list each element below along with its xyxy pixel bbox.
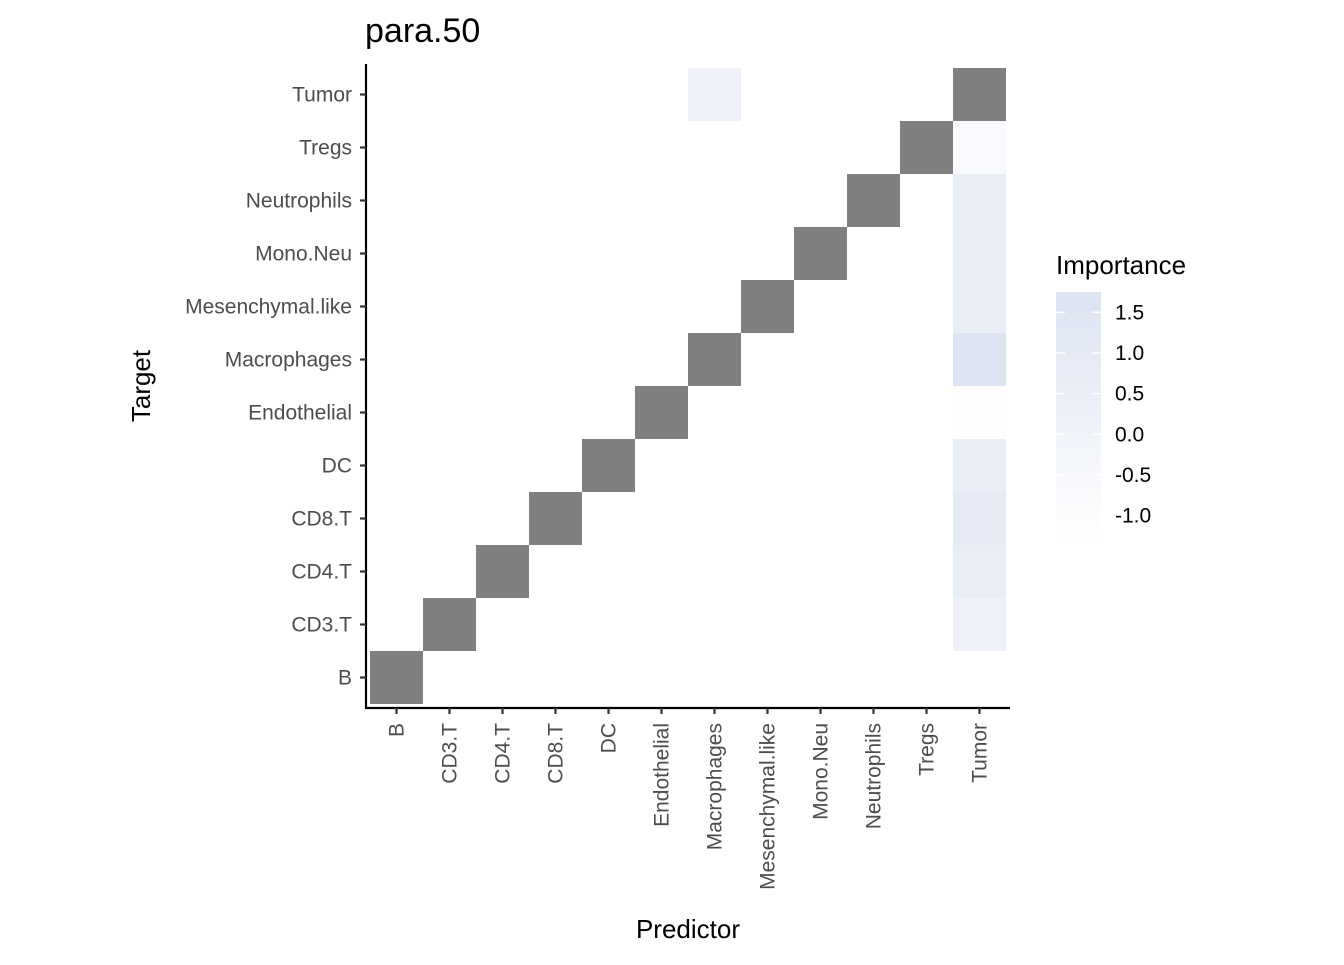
heatmap-cell-diagonal-Mesenchymal.like — [741, 280, 794, 333]
x-tick-label: Macrophages — [704, 723, 727, 850]
x-tick-label: Endothelial — [651, 723, 674, 827]
legend-title: Importance — [1056, 250, 1186, 280]
heatmap-cell-diagonal-CD4.T — [476, 545, 529, 598]
chart-title: para.50 — [365, 12, 480, 50]
y-tick-label: Mono.Neu — [255, 243, 352, 266]
heatmap-cell-diagonal-Endothelial — [635, 386, 688, 439]
y-tick-label: CD4.T — [291, 561, 352, 584]
heatmap-cell-Tumor-Macrophages — [953, 333, 1006, 386]
y-tick-label: Mesenchymal.like — [185, 296, 352, 319]
x-tick-label: CD8.T — [545, 723, 568, 784]
x-tick-label: DC — [598, 723, 621, 753]
y-tick-label: Tregs — [299, 137, 352, 160]
axes: B CD3.T CD4.T CD8.T DC Endothelial Macrophages… — [185, 64, 1010, 890]
x-tick-label: B — [386, 723, 409, 737]
heatmap-cell-Tumor-DC — [953, 439, 1006, 492]
y-tick-label: Macrophages — [225, 349, 352, 372]
y-tick-label: Endothelial — [248, 402, 352, 425]
legend: Importance 1.5 1.0 0.5 0.0 -0.5 -1.0 — [1056, 250, 1186, 540]
heatmap-cell-Tumor-CD8.T — [953, 492, 1006, 545]
x-tick-label: Neutrophils — [863, 723, 886, 829]
legend-colorbar — [1056, 292, 1101, 540]
legend-break-label: -1.0 — [1115, 505, 1151, 528]
heatmap-cell-Tumor-CD3.T — [953, 598, 1006, 651]
heatmap-cell-Macrophages-Tumor — [688, 68, 741, 121]
heatmap-cell-diagonal-CD3.T — [423, 598, 476, 651]
x-tick-label: Mesenchymal.like — [757, 723, 780, 890]
legend-break-label: -0.5 — [1115, 464, 1151, 487]
y-tick-label: Tumor — [292, 84, 352, 107]
heatmap-cell-Tumor-Mesenchymal.like — [953, 280, 1006, 333]
heatmap-cell-Tumor-Neutrophils — [953, 174, 1006, 227]
legend-break-label: 1.0 — [1115, 342, 1144, 365]
heatmap-cell-diagonal-Mono.Neu — [794, 227, 847, 280]
heatmap-cell-Tumor-Mono.Neu — [953, 227, 1006, 280]
heatmap-cell-diagonal-Tregs — [900, 121, 953, 174]
heatmap-cell-diagonal-Tumor — [953, 68, 1006, 121]
x-tick-label: Mono.Neu — [810, 723, 833, 820]
heatmap-cell-Tumor-CD4.T — [953, 545, 1006, 598]
y-tick-label: Neutrophils — [246, 190, 352, 213]
y-tick-label: B — [338, 667, 352, 690]
y-tick-label: CD8.T — [291, 508, 352, 531]
x-tick-label: Tumor — [969, 723, 992, 783]
y-axis-title: Target — [126, 349, 156, 422]
legend-break-label: 0.0 — [1115, 423, 1144, 446]
y-tick-label: CD3.T — [291, 614, 352, 637]
legend-break-label: 0.5 — [1115, 383, 1144, 406]
heatmap-cell-diagonal-Neutrophils — [847, 174, 900, 227]
heatmap-cell-Tumor-Tregs — [953, 121, 1006, 174]
x-tick-label: CD3.T — [439, 723, 462, 784]
legend-break-label: 1.5 — [1115, 301, 1144, 324]
heatmap-cell-Tumor-Endothelial — [953, 386, 1006, 439]
heatmap-cells — [370, 68, 1006, 704]
x-tick-label: Tregs — [916, 723, 939, 776]
x-tick-label: CD4.T — [492, 723, 515, 784]
heatmap-cell-diagonal-DC — [582, 439, 635, 492]
y-tick-label: DC — [322, 455, 352, 478]
heatmap-cell-diagonal-B — [370, 651, 423, 704]
x-axis-title: Predictor — [636, 914, 740, 944]
heatmap-cell-diagonal-CD8.T — [529, 492, 582, 545]
heatmap-cell-diagonal-Macrophages — [688, 333, 741, 386]
